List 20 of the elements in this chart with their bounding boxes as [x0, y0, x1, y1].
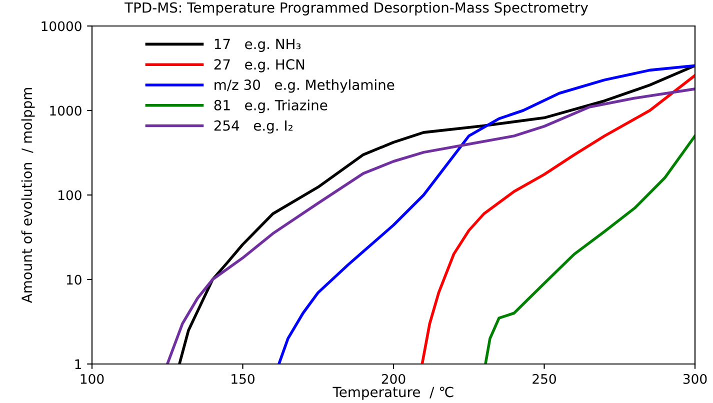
- x-tick-label: 200: [382, 374, 406, 384]
- legend-label: 81 e.g. Triazine: [214, 100, 328, 114]
- x-tick-label: 100: [80, 374, 104, 384]
- y-tick-label: 1: [75, 359, 82, 370]
- y-tick-label: 10: [66, 274, 82, 285]
- x-tick-label: 250: [532, 374, 556, 384]
- line-series: [484, 134, 695, 364]
- legend-label: 27 e.g. HCN: [214, 59, 304, 72]
- x-tick-label: 150: [232, 374, 254, 384]
- chart-title: TPD-MS: Temperature Programmed Desorption-Mass Spectrometry: [124, 2, 588, 16]
- line-series: [420, 74, 695, 364]
- y-tick-label: 100: [58, 190, 82, 200]
- legend-label: 254 e.g. I₂: [214, 120, 293, 134]
- y-tick-label: 10000: [42, 21, 82, 32]
- y-tick-label: 1000: [50, 106, 82, 116]
- x-axis-title: Temperature / ℃: [332, 386, 454, 400]
- x-tick-label: 300: [683, 374, 707, 384]
- legend-label: 17 e.g. NH₃: [214, 38, 301, 52]
- y-axis-title: Amount of evolution / molppm: [21, 88, 35, 304]
- legend-label: m/z 30 e.g. Methylamine: [214, 79, 394, 93]
